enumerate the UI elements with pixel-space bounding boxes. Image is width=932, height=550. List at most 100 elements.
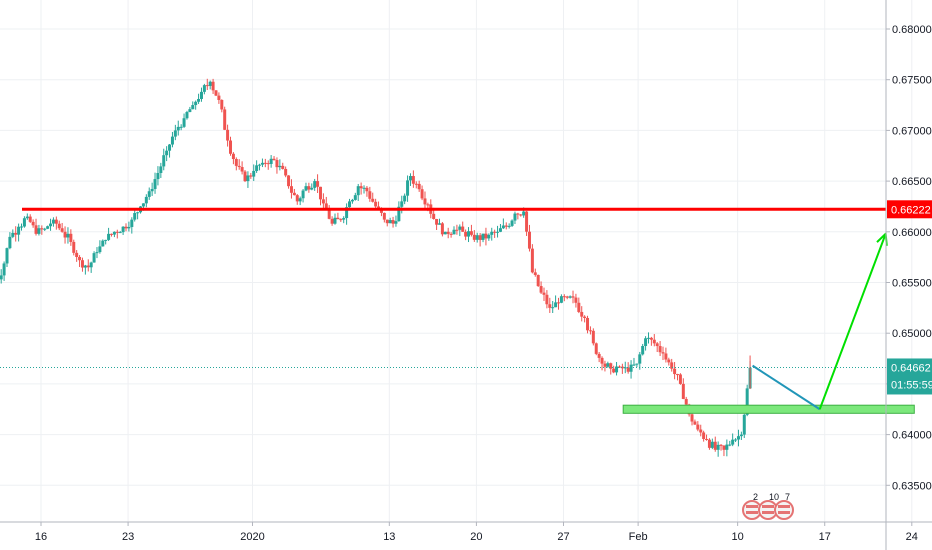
candle-body (475, 235, 479, 240)
price-tick-label: 0.63500 (892, 480, 932, 492)
candle-body (577, 302, 581, 312)
candle-body (147, 191, 151, 197)
drawings[interactable] (0, 207, 915, 414)
candle-body (112, 231, 116, 235)
candle-body (231, 153, 235, 160)
projection-line-down[interactable] (752, 364, 821, 411)
candle-body (664, 353, 668, 360)
candle-body (655, 343, 659, 347)
candle-body (150, 189, 154, 192)
candle-body (92, 253, 96, 263)
candle-body (696, 424, 700, 430)
candle-body (298, 198, 302, 202)
projection-line-up[interactable] (818, 233, 887, 410)
candle-body (382, 212, 386, 220)
candle-body (342, 218, 346, 220)
candle-body (89, 262, 93, 268)
resistance-price-label: 0.66222 (891, 204, 931, 216)
candle-body (159, 166, 163, 173)
candle-body (246, 175, 250, 182)
candle-body (527, 231, 531, 249)
candle-body (458, 226, 462, 230)
candle-body (304, 186, 308, 191)
candle-body (467, 231, 471, 237)
candle-body (397, 206, 401, 222)
candle-body (496, 231, 500, 233)
candle-body (34, 225, 38, 234)
candle-body (388, 220, 392, 224)
event-flag-icon[interactable] (774, 500, 794, 520)
candle-body (437, 223, 441, 225)
event-count-label: 7 (785, 492, 790, 502)
candle-body (391, 220, 395, 224)
candle-body (350, 199, 354, 202)
candle-body (339, 219, 343, 221)
candle-body (519, 214, 523, 216)
candle-body (678, 374, 682, 384)
candle-body (229, 140, 233, 154)
time-tick-label: 16 (35, 531, 47, 543)
candle-body (629, 364, 633, 372)
candle-body (124, 226, 128, 229)
candle-body (617, 366, 621, 368)
candle-body (321, 199, 325, 204)
candle-body (423, 198, 427, 205)
current-price-tag (887, 358, 932, 395)
candle-body (11, 232, 15, 237)
grid-lines (0, 0, 913, 522)
candle-body (446, 231, 450, 234)
candle-body (266, 163, 270, 165)
candle-body (252, 170, 256, 177)
candle-body (223, 109, 227, 130)
candle-body (72, 241, 76, 253)
candle-body (333, 217, 337, 224)
candle-body (8, 236, 12, 249)
candle-body (191, 105, 195, 110)
candle-body (673, 368, 677, 375)
candle-body (49, 223, 53, 227)
candle-body (281, 165, 285, 169)
event-flag-stripe (746, 511, 758, 514)
candle-body (469, 231, 473, 235)
candle-body (278, 165, 282, 168)
candle-body (432, 213, 436, 219)
candle-body (571, 296, 575, 298)
candle-body (28, 216, 32, 222)
candle-body (101, 240, 105, 247)
economic-events[interactable]: 2 10 7 (742, 492, 794, 520)
candle-body (394, 221, 398, 224)
candle-body (40, 228, 44, 230)
support-zone[interactable] (622, 404, 915, 414)
candle-body (130, 219, 134, 227)
candle-body (646, 337, 650, 339)
candle-body (638, 354, 642, 364)
candle-body (690, 414, 694, 422)
candle-body (498, 228, 502, 232)
candle-body (568, 296, 572, 298)
candle-body (211, 81, 215, 91)
candle-body (292, 192, 296, 196)
candle-body (46, 226, 50, 229)
candle-body (551, 307, 555, 309)
price-axis[interactable]: 0.635000.640000.645000.650000.655000.660… (886, 24, 932, 492)
time-axis[interactable]: 16 23 2020 13 20 27 Feb 10 17 24 (35, 522, 918, 543)
candle-body (676, 374, 680, 376)
time-tick-label: 23 (122, 531, 134, 543)
candle-body (179, 126, 183, 128)
event-flag-stripe (778, 505, 790, 508)
candle-body (525, 211, 529, 232)
candle-body (478, 235, 482, 240)
price-tick-label: 0.68000 (892, 24, 932, 36)
candle-body (533, 272, 537, 275)
candle-body (699, 429, 703, 433)
candle-body (719, 444, 723, 446)
candle-body (554, 302, 558, 308)
current-price-label: 0.64662 (891, 362, 931, 374)
candle-body (345, 207, 349, 219)
candle-body (557, 302, 561, 304)
time-tick-label: 10 (732, 531, 744, 543)
candle-body (612, 368, 616, 373)
candle-body (565, 296, 569, 298)
candle-body (600, 357, 604, 364)
